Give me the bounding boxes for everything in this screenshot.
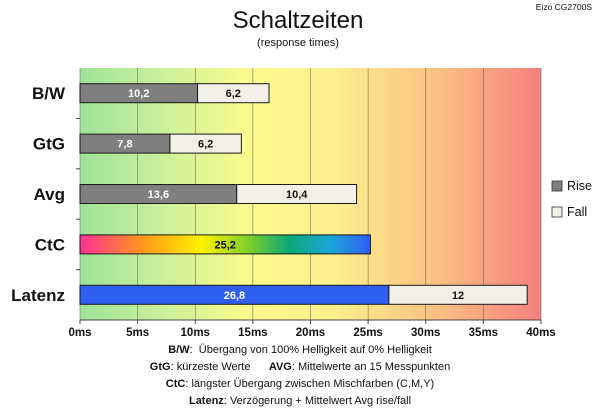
bar-value-label: 10,2 [128,88,149,100]
x-tick-label: 5ms [126,327,149,339]
footnote-bw: B/W: Übergang von 100% Helligkeit auf 0%… [168,344,432,356]
x-tick-labels: 0ms 5ms 10ms 15ms 20ms 25ms 30ms 35ms 40ms [68,327,555,339]
x-tick-label: 20ms [296,327,325,339]
legend-label-fall: Fall [567,205,587,219]
category-labels: B/W GtG Avg CtC Latenz [11,84,66,305]
legend-swatch-fall [551,206,563,218]
bar-value-label: 13,6 [148,189,169,201]
chart-title: Schaltzeiten [233,7,364,34]
model-label: Eizo CG2700S [536,2,593,12]
legend-label-rise: Rise [567,179,592,193]
footnote-text: Übergang von 100% Helligkeit auf 0% Hell… [198,344,432,356]
footnote-text: kürzeste Werte [176,361,251,373]
footnote-key: CtC [165,378,186,390]
x-tick-label: 25ms [353,327,382,339]
footnote-key: GtG [149,361,171,373]
category-label: B/W [32,84,66,103]
bar-fall [197,83,270,104]
x-tick-label: 30ms [411,327,440,339]
chart-subtitle: (response times) [257,37,339,49]
bar-value-label: 6,2 [198,139,213,151]
bar-value-label: 7,8 [117,139,132,151]
legend-swatch-rise [551,180,563,192]
bar-value-label: 10,4 [286,189,308,201]
footnote-key: Latenz [188,395,224,407]
footnote-ctc: CtC: längster Übergang zwischen Mischfar… [165,378,435,390]
footnote-key: AVG [268,361,292,373]
bar-value-label: 6,2 [226,88,241,100]
footnote-text: Mittelwerte an 15 Messpunkten [297,361,451,373]
x-tick-label: 0ms [68,327,91,339]
footnote-text: längster Übergang zwischen Mischfarben (… [191,378,435,390]
x-tick-label: 35ms [469,327,498,339]
x-tick-label: 40ms [526,327,555,339]
bar-value-label: 26,8 [224,290,245,302]
bar-value-label: 25,2 [215,239,236,251]
bars: 10,2 6,2 7,8 6,2 13,6 10,4 25,2 26,8 12 [79,83,528,305]
bar-fall [388,284,528,305]
bar-rise [79,234,371,255]
bar-fall [236,184,358,204]
bar-value-label: 12 [452,290,464,302]
bar-fall [169,133,242,154]
category-label: Latenz [11,286,65,305]
footnote-key: B/W [168,344,190,356]
footnote-gtg-avg: GtG: kürzeste Werte AVG: Mittelwerte an … [149,361,451,373]
footnote-latenz: Latenz: Verzögerung + Mittelwert Avg ris… [188,395,412,407]
category-label: CtC [35,235,65,254]
category-label: GtG [33,135,65,154]
x-tick-label: 15ms [238,327,267,339]
footnote-text: Verzögerung + Mittelwert Avg rise/fall [229,395,412,407]
x-tick-label: 10ms [181,327,210,339]
legend: Rise Fall [551,179,592,219]
category-label: Avg [34,185,66,204]
